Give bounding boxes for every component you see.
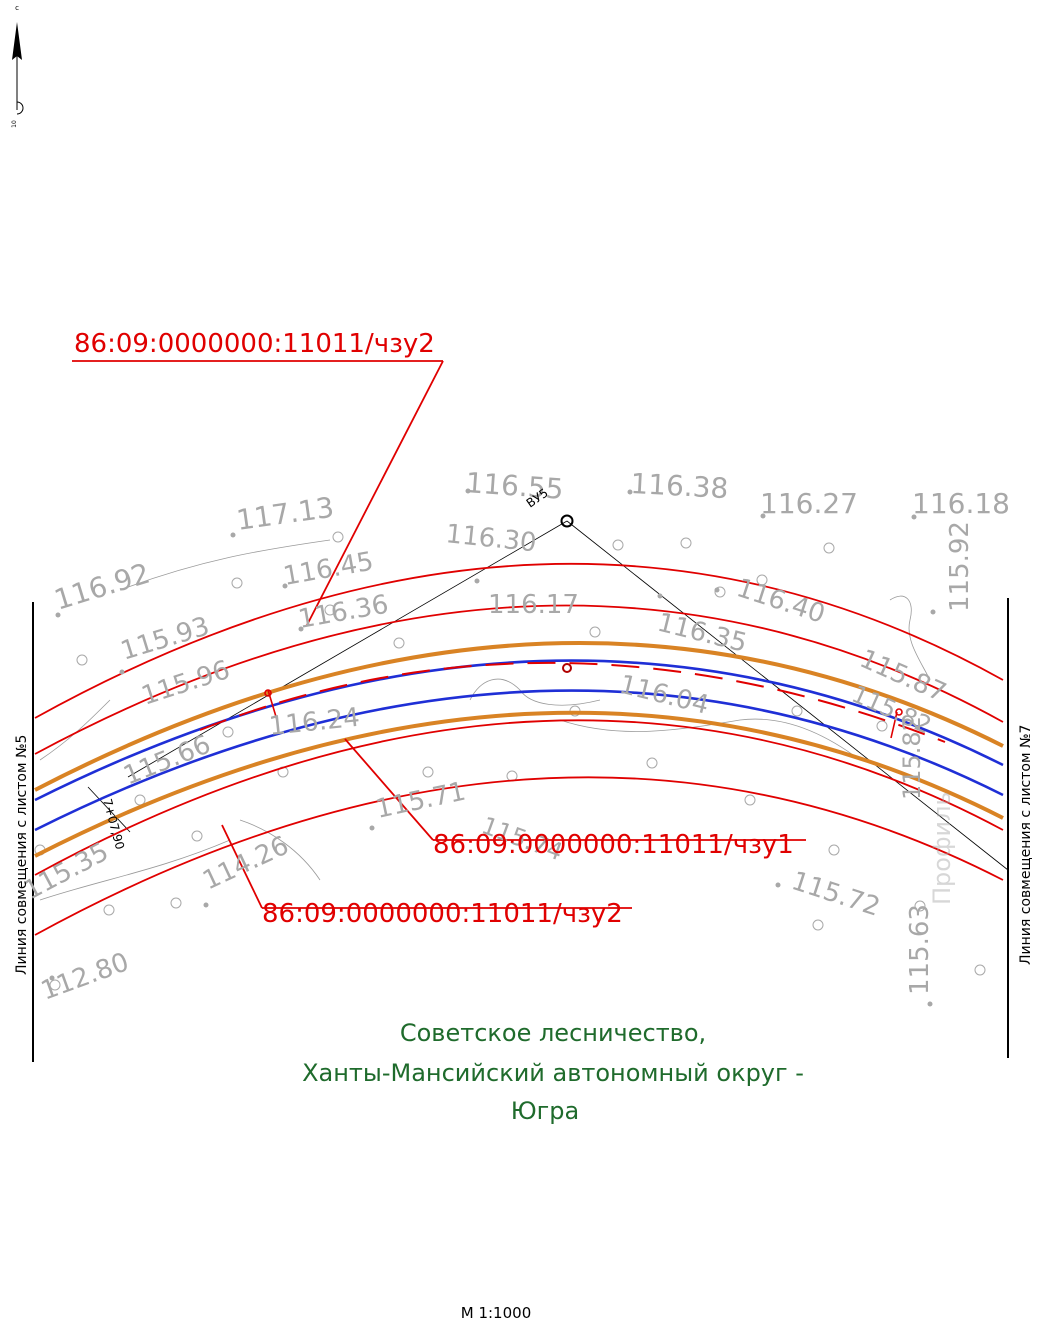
north-scale-number: 10 xyxy=(11,120,18,128)
curve-center-icon xyxy=(562,663,572,673)
elevation-label: 116.92 xyxy=(50,556,153,616)
leader-lines xyxy=(72,360,806,909)
north-letter: с xyxy=(15,4,19,12)
forestry-line-1: Советское лесничество, xyxy=(400,1019,706,1047)
elevation-label: 115.71 xyxy=(373,777,468,825)
elevation-label: 116.27 xyxy=(760,487,858,520)
match-line-left-label: Линия совмещения с листом №5 xyxy=(14,735,30,975)
elevation-label: 115.63 xyxy=(905,904,935,995)
cadastral-label-middle: 86:09:0000000:11011/чзу1 xyxy=(433,830,794,860)
forestry-line-2: Ханты-Мансийский автономный округ - xyxy=(302,1059,804,1087)
boundary-lines xyxy=(34,562,1004,936)
scale-label: М 1:1000 xyxy=(461,1304,531,1322)
elevation-label: 116.30 xyxy=(444,519,538,558)
survey-points xyxy=(34,531,986,991)
forestry-line-3: Югра xyxy=(511,1097,579,1125)
elevation-label: 116.38 xyxy=(630,467,730,505)
terrain-lines xyxy=(39,539,931,901)
tangent-lines xyxy=(87,520,1009,871)
elevation-label: 116.36 xyxy=(296,590,391,635)
elevation-dots xyxy=(49,488,936,1007)
elevation-label: 116.17 xyxy=(488,590,579,620)
elevation-label: 116.24 xyxy=(268,703,362,742)
elevation-label: 116.55 xyxy=(465,466,565,506)
ghost-label: Профиль xyxy=(928,791,956,905)
elevation-label: 115.82 xyxy=(898,716,926,800)
cadastral-label-bottom: 86:09:0000000:11011/чзу2 xyxy=(262,899,623,929)
elevation-label: 115.72 xyxy=(788,866,884,923)
elevation-label: 116.18 xyxy=(912,487,1010,520)
elevation-label: 116.40 xyxy=(733,573,829,630)
angle-point-icon xyxy=(560,514,574,528)
station-ticks xyxy=(264,689,903,739)
elevation-label: 117.13 xyxy=(234,491,336,537)
elevation-label: 114.26 xyxy=(198,831,293,897)
corridor-lines xyxy=(34,641,1004,858)
centerline xyxy=(199,661,946,743)
match-line-right-label: Линия совмещения с листом №7 xyxy=(1018,725,1034,965)
elevation-label: 115.96 xyxy=(138,655,234,712)
elevation-label: 115.92 xyxy=(945,521,975,612)
cadastral-label-top: 86:09:0000000:11011/чзу2 xyxy=(74,329,435,359)
elevation-label: 115.93 xyxy=(117,611,213,666)
north-arrow-icon: с 10 xyxy=(11,4,24,128)
forestry-label: Советское лесничество, Ханты-Мансийский … xyxy=(302,1019,804,1125)
pipe-edge-lines xyxy=(34,659,1004,832)
